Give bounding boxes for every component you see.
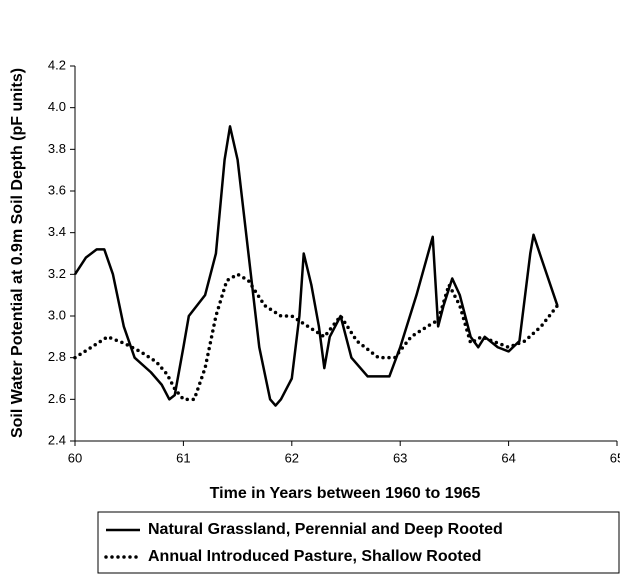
series-line [73,125,559,407]
y-tick-label: 4.2 [48,57,66,72]
x-axis-label: Time in Years between 1960 to 1965 [210,485,481,502]
y-tick-label: 2.8 [48,349,66,364]
x-tick-label: 61 [176,450,190,465]
x-tick-label: 65 [610,450,620,465]
y-tick-label: 3.6 [48,182,66,197]
legend-label: Natural Grassland, Perennial and Deep Ro… [148,521,503,538]
x-tick-label: 63 [393,450,407,465]
y-tick-label: 3.8 [48,141,66,156]
y-tick-label: 4.0 [48,99,66,114]
y-axis-label: Soil Water Potential at 0.9m Soil Depth … [9,68,26,438]
x-tick-label: 64 [501,450,515,465]
legend-box [97,511,620,574]
y-tick-label: 2.4 [48,432,66,447]
y-tick-label: 3.2 [48,266,66,281]
y-tick-label: 3.0 [48,307,66,322]
y-tick-label: 3.4 [48,224,66,239]
legend-label: Annual Introduced Pasture, Shallow Roote… [148,548,481,565]
x-tick-label: 62 [285,450,299,465]
series-line [73,272,560,402]
x-tick-label: 60 [68,450,82,465]
y-tick-label: 2.6 [48,391,66,406]
